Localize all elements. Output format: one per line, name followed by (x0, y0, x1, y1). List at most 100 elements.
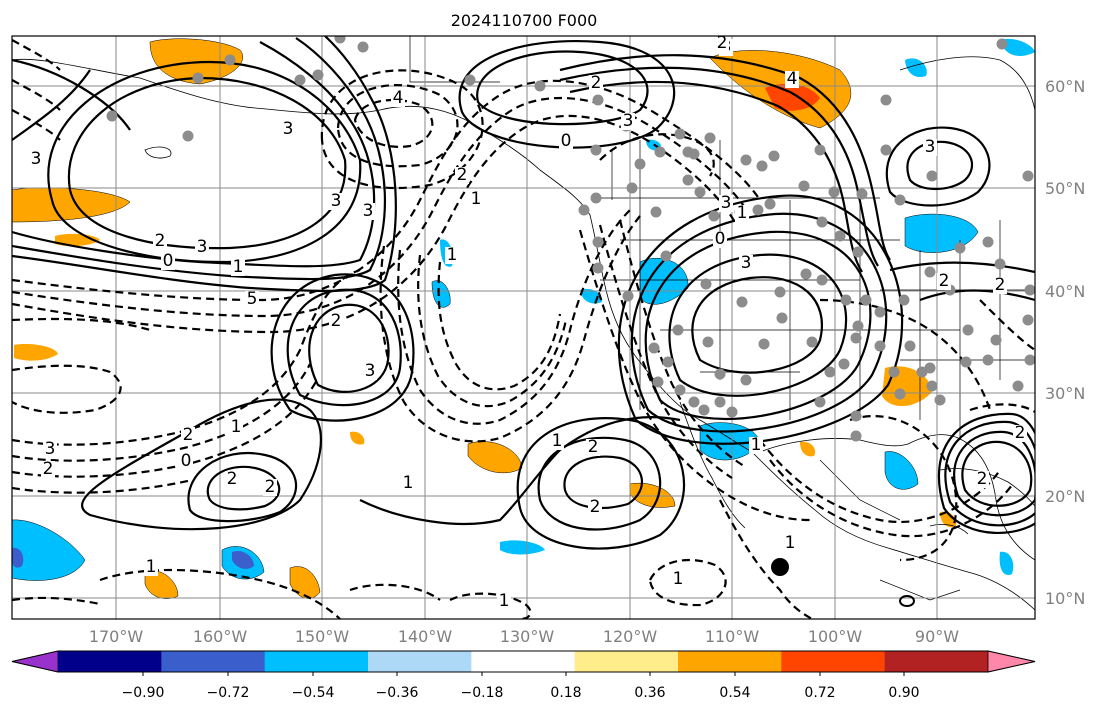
contour-label-solid: 1 (403, 473, 414, 493)
station-dot (357, 41, 369, 53)
station-dot (1012, 380, 1024, 392)
colorbar-tick-label: −0.90 (122, 685, 165, 701)
contour-label-background (329, 313, 343, 330)
contour-label-background (783, 535, 797, 552)
station-dot (850, 430, 862, 442)
station-dot (740, 374, 752, 386)
contour-label-background (401, 475, 415, 492)
contour-label-background (281, 121, 295, 138)
station-dot (708, 210, 720, 222)
station-dot (654, 146, 666, 158)
colorbar-extend-low (11, 650, 59, 673)
contour-label-solid: 3 (31, 149, 42, 169)
contour-label-solid: 1 (552, 431, 563, 451)
latitude-label: 20°N (1045, 487, 1085, 506)
station-dot (874, 340, 886, 352)
contour-label-background (195, 239, 209, 256)
contour-label-background (43, 441, 57, 458)
contour-label-background (671, 571, 685, 588)
station-dot (838, 358, 850, 370)
contour-label-dashed: 2 (183, 425, 194, 445)
station-dot (534, 80, 546, 92)
station-dot (828, 186, 840, 198)
station-dot (688, 148, 700, 160)
contour-label-dashed: 2 (457, 165, 468, 185)
contour-label-dashed: 3 (45, 439, 56, 459)
contour-label-background (993, 277, 1007, 294)
contour-label-background (588, 499, 602, 516)
station-dot (840, 294, 852, 306)
station-dot (192, 72, 204, 84)
station-dot (850, 332, 862, 344)
contour-label-dashed: 2 (717, 33, 728, 53)
contour-label-dashed: 0 (163, 251, 174, 271)
station-dot (990, 334, 1002, 346)
longitude-label: 130°W (500, 627, 555, 646)
contour-label-solid: 3 (331, 191, 342, 211)
colorbar-tick-label: 0.54 (719, 685, 750, 701)
contour-label-solid: 2 (939, 271, 950, 291)
colorbar-segment (678, 651, 782, 672)
contour-label-background (937, 273, 951, 290)
station-dot (714, 368, 726, 380)
contour-label-solid: 2 (995, 275, 1006, 295)
station-dot (758, 338, 770, 350)
contour-label-background (455, 167, 469, 184)
colorbar-segment (884, 651, 989, 672)
station-dot (934, 394, 946, 406)
station-dot (334, 36, 346, 44)
contour-label-background (29, 151, 43, 168)
contour-label-background (153, 233, 167, 250)
contour-label-dashed: 5 (247, 289, 258, 309)
station-dot (312, 69, 324, 81)
contour-label-background (231, 259, 245, 276)
station-dot (816, 216, 828, 228)
contour-label-background (179, 453, 193, 470)
station-dot (224, 54, 236, 66)
longitude-label: 120°W (603, 627, 658, 646)
station-dot (856, 188, 868, 200)
station-dot (182, 130, 194, 142)
station-dot (1022, 314, 1034, 326)
station-dot (954, 242, 966, 254)
contour-label-solid: 2 (331, 311, 342, 331)
station-dot (1022, 170, 1034, 182)
contour-label-background (715, 36, 729, 52)
contour-label-dashed: 1 (673, 569, 684, 589)
colorbar-tick-label: 0.18 (550, 685, 581, 701)
station-dot (700, 278, 712, 290)
station-dot (894, 194, 906, 206)
station-dot (774, 286, 786, 298)
colorbar-tick-label: 0.36 (634, 685, 665, 701)
colorbar-outline (11, 650, 1036, 673)
contour-label-dashed: 4 (393, 88, 404, 108)
contour-label-solid: 2 (588, 437, 599, 457)
contour-label-solid: 1 (233, 257, 244, 277)
contour-label-background (586, 439, 600, 456)
contour-label-solid: 3 (925, 137, 936, 157)
station-dot (824, 366, 836, 378)
colorbar-tick-label: −0.36 (376, 685, 419, 701)
contour-label-dashed: 2 (591, 73, 602, 93)
contour-label-solid: 2 (1015, 423, 1026, 443)
station-dot (694, 186, 706, 198)
contour-label-background (713, 231, 727, 248)
station-dot (798, 180, 810, 192)
colorbar-segment (574, 651, 679, 672)
station-dot (726, 406, 738, 418)
colorbar-extend-high (987, 650, 1036, 673)
contour-label-background (391, 90, 405, 107)
contour-label-background (975, 471, 989, 488)
station-dot (704, 132, 716, 144)
contour-label-background (263, 479, 277, 496)
station-dot (662, 356, 674, 368)
station-dot (814, 144, 826, 156)
contour-label-background (785, 71, 799, 88)
station-dot (834, 230, 846, 242)
longitude-label: 90°W (915, 627, 959, 646)
colorbar-segment (471, 651, 576, 672)
contour-label-background (589, 75, 603, 92)
station-dot (740, 154, 752, 166)
colorbar-tick-label: 0.72 (804, 685, 835, 701)
map-panel: 3323232122133322232132414210210111032023… (12, 33, 1035, 619)
